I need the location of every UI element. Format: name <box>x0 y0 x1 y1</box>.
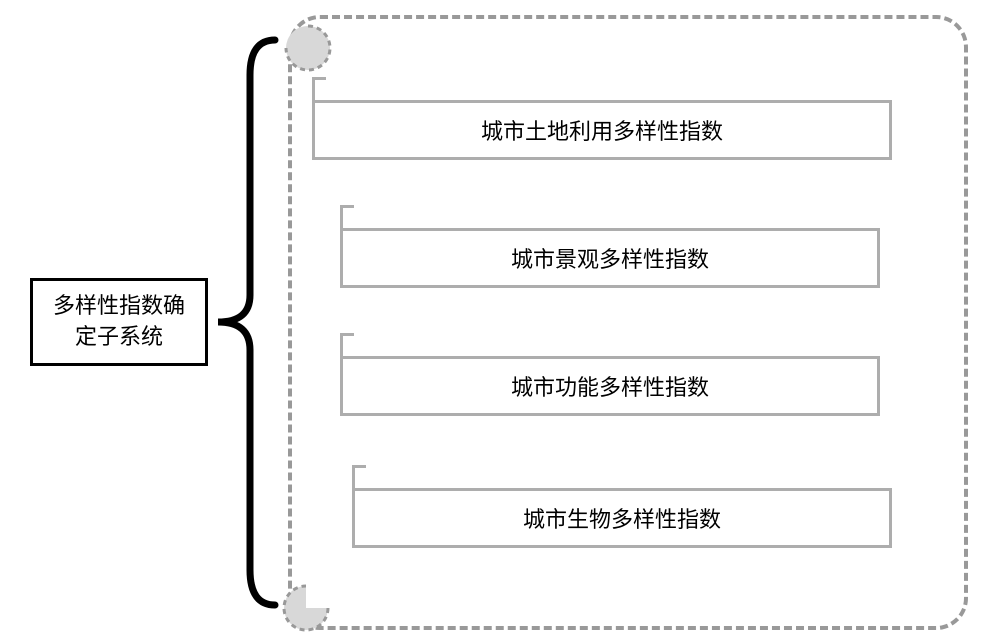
root-node: 多样性指数确定子系统 <box>30 278 208 366</box>
corner-accent-top <box>280 20 336 76</box>
child-label: 城市生物多样性指数 <box>523 502 721 534</box>
root-label: 多样性指数确定子系统 <box>53 291 185 353</box>
child-label: 城市景观多样性指数 <box>511 242 709 274</box>
child-label: 城市土地利用多样性指数 <box>481 114 723 146</box>
corner-accent-bottom <box>278 580 334 636</box>
child-node-2: 城市景观多样性指数 <box>340 228 880 288</box>
child-node-1: 城市土地利用多样性指数 <box>312 100 892 160</box>
child-label: 城市功能多样性指数 <box>511 370 709 402</box>
bracket-connector <box>210 35 280 610</box>
child-node-3: 城市功能多样性指数 <box>340 356 880 416</box>
child-node-4: 城市生物多样性指数 <box>352 488 892 548</box>
